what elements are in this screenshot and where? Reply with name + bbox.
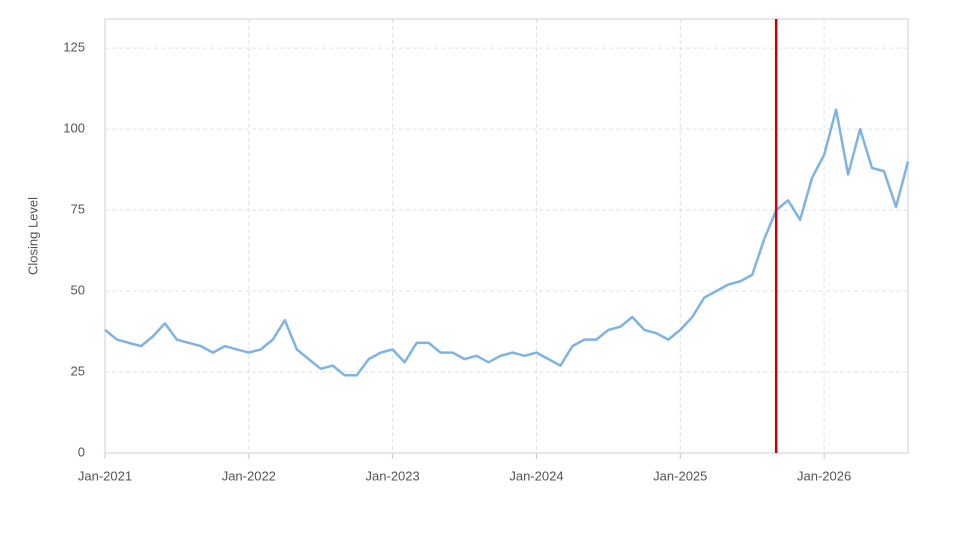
line-series — [104, 108, 910, 377]
y-tick-label: 100 — [63, 121, 85, 136]
x-tick-label: Jan-2025 — [653, 468, 707, 483]
x-tick-label: Jan-2026 — [797, 468, 851, 483]
x-tick-label: Jan-2023 — [366, 468, 420, 483]
plot-frame — [104, 18, 909, 454]
y-tick-label: 0 — [78, 444, 85, 459]
x-tick-label: Jan-2021 — [78, 468, 132, 483]
y-tick-label: 50 — [71, 282, 85, 297]
x-tick-label: Jan-2022 — [222, 468, 276, 483]
y-tick-label: 75 — [71, 202, 85, 217]
y-tick-label: 25 — [71, 363, 85, 378]
y-tick-label: 125 — [63, 40, 85, 55]
x-tick-label: Jan-2024 — [509, 468, 563, 483]
y-axis-label: Closing Level — [25, 197, 40, 275]
